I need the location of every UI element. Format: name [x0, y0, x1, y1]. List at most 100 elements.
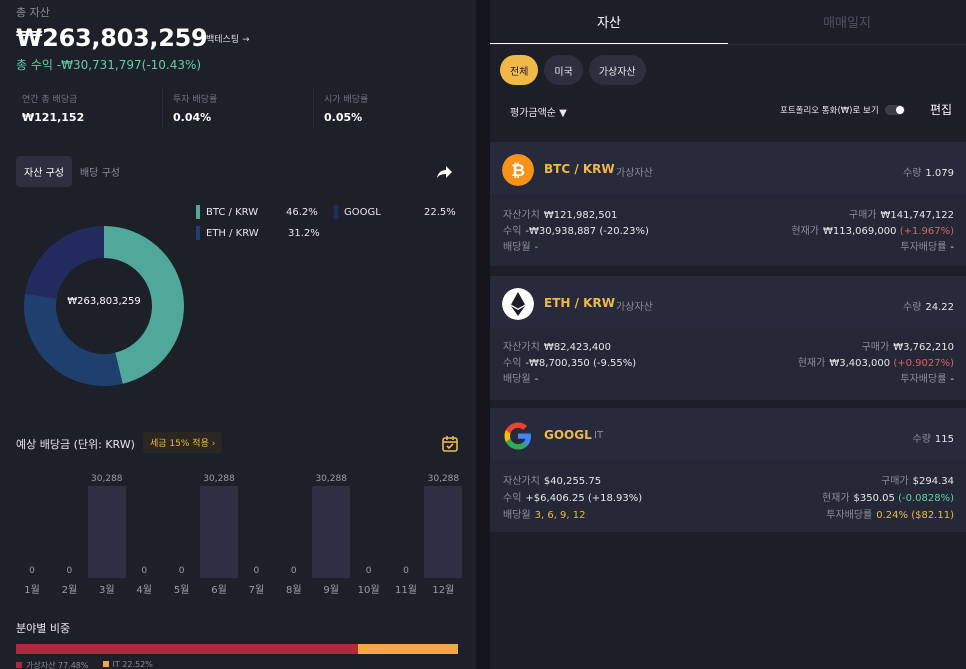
buy-price-value: ₩3,762,210: [893, 342, 954, 353]
asset-value: ₩121,982,501: [543, 210, 618, 221]
donut-slice: [104, 226, 184, 384]
month-label: 1월: [24, 585, 40, 596]
ethereum-icon: [502, 288, 534, 320]
filter-all[interactable]: 전체: [500, 55, 539, 85]
profit-value: +$6,406.25 (+18.93%): [525, 493, 643, 504]
month-bar-column: 0 5월: [163, 468, 201, 596]
tab-dividend-composition[interactable]: 배당 구성: [79, 168, 120, 179]
legend-pct: 46.2%: [286, 207, 318, 218]
asset-filters: 전체 미국 가상자산: [500, 55, 646, 85]
current-price-change: (+1.967%): [899, 226, 954, 237]
legend-label: BTC / KRW: [206, 206, 259, 218]
dividend-yield-row: 투자배당률 0.24% ($82.11): [826, 506, 954, 521]
current-price-label: 현재가: [797, 358, 826, 369]
legend-pct: 22.5%: [424, 207, 456, 218]
dividend-month-label: 배당월: [503, 374, 531, 385]
buy-price-value: ₩141,747,122: [880, 210, 954, 221]
dividend-bar: [87, 486, 126, 578]
total-assets-value: ₩263,803,259: [16, 24, 208, 52]
calendar-icon[interactable]: [440, 434, 460, 454]
month-bar-column: 0 11월: [387, 468, 425, 596]
stat-value: ₩121,152: [22, 111, 85, 124]
svg-text:₿: ₿: [511, 161, 525, 181]
dividend-month-label: 배당월: [503, 242, 531, 253]
filter-crypto[interactable]: 가상자산: [588, 55, 646, 85]
asset-value: ₩82,423,400: [543, 342, 611, 353]
month-label: 5월: [173, 585, 190, 596]
tab-assets[interactable]: 자산: [490, 0, 728, 44]
holdings-tabs: 자산 매매일지: [490, 0, 966, 44]
sector-segment: [358, 644, 458, 654]
stat-label: 투자 배당률: [173, 95, 218, 105]
dividend-yield-value: 0.24% ($82.11): [876, 510, 954, 521]
composition-tabs: 자산 구성 배당 구성: [16, 156, 128, 187]
asset-quantity: 수량 24.22: [903, 298, 954, 313]
month-bar-column: 30,288 6월: [200, 468, 238, 596]
month-label: 11월: [395, 585, 417, 596]
asset-category: 가상자산: [616, 168, 653, 179]
asset-value-label: 자산가치: [503, 210, 540, 221]
month-bar-column: 0 1월: [13, 468, 51, 596]
month-label: 6월: [211, 585, 227, 596]
month-bar-column: 0 4월: [125, 468, 163, 596]
card-header: [490, 142, 966, 194]
legend-label: GOOGL: [344, 206, 381, 218]
asset-value-row: 자산가치 ₩121,982,501: [503, 206, 617, 221]
dividend-yield-label: 투자배당률: [826, 510, 873, 521]
dividend-month-row: 배당월 -: [503, 238, 538, 253]
month-label: 9월: [323, 585, 339, 596]
stat-investment-yield: 투자 배당률 0.04%: [162, 88, 313, 128]
month-label: 2월: [61, 585, 78, 596]
portfolio-currency-toggle[interactable]: 포트폴리오 통화(₩)로 보기: [780, 104, 905, 116]
sort-dropdown[interactable]: 평가금액순 ▼: [510, 108, 567, 119]
backtest-link[interactable]: 백테스팅 →: [206, 35, 250, 45]
tab-asset-composition[interactable]: 자산 구성: [16, 156, 72, 187]
dividend-month-value: -: [534, 242, 539, 253]
current-price-change: (+0.9027%): [893, 358, 954, 369]
month-label: 3월: [99, 585, 115, 596]
tax-applied-badge[interactable]: 세금 15% 적용 ›: [143, 432, 223, 453]
bar-value-label: 30,288: [315, 474, 347, 484]
qty-value: 115: [934, 434, 954, 445]
dividend-yield-value: -: [950, 242, 954, 253]
qty-label: 수량: [902, 168, 922, 179]
stat-market-yield: 시가 배당률 0.05%: [313, 88, 464, 128]
sector-legend-label: IT 22.52%: [112, 660, 153, 669]
month-bar-column: 0 2월: [50, 468, 88, 596]
bar-value-label: 0: [29, 566, 35, 576]
dividend-yield-row: 투자배당률 -: [900, 370, 954, 385]
donut-slice: [24, 293, 123, 386]
month-label: 8월: [286, 585, 302, 596]
legend-item-eth: ETH / KRW: [196, 226, 259, 240]
card-header: [490, 276, 966, 328]
qty-label: 수량: [912, 434, 931, 445]
edit-button[interactable]: 편집: [930, 103, 953, 117]
bar-value-label: 30,288: [427, 474, 460, 484]
asset-category: IT: [594, 430, 604, 441]
qty-value: 24.22: [925, 302, 954, 313]
donut-center-total: ₩263,803,259: [67, 296, 141, 307]
filter-us[interactable]: 미국: [544, 55, 583, 85]
holding-card-eth[interactable]: ETH / KRW 가상자산 수량 24.22 자산가치 ₩82,423,400 수…: [490, 276, 966, 400]
legend-swatch: [334, 205, 338, 219]
card-header: [490, 408, 966, 460]
month-label: 12월: [432, 585, 455, 596]
holding-card-btc[interactable]: ₿ BTC / KRW 가상자산 수량 1.079 자산가치 ₩121,982,50…: [490, 142, 966, 266]
legend-swatch: [196, 205, 200, 219]
buy-price-row: 구매가 $294.34: [881, 472, 954, 487]
holding-card-googl[interactable]: GOOGL IT 수량 115 자산가치 $40,255.75 수익 +$6,406.…: [490, 408, 966, 532]
buy-price-label: 구매가: [848, 210, 877, 221]
month-bar-column: 30,288 3월: [87, 468, 126, 596]
tab-trade-journal[interactable]: 매매일지: [823, 16, 871, 31]
sector-legend: 가상자산 77.48% IT 22.52%: [16, 660, 153, 669]
current-price-value: ₩113,069,000: [822, 226, 897, 237]
dividend-bar: [312, 486, 351, 578]
sector-legend-item: 가상자산 77.48%: [16, 660, 89, 669]
month-bar-column: 30,288 9월: [312, 468, 351, 596]
monthly-dividend-chart: 0 1월 0 2월 30,288 3월 0 4월 0 5월 30,288 6월 0 7월 0 8월 30,288…: [12, 468, 464, 596]
stat-label: 연간 총 배당금: [22, 95, 78, 105]
share-icon[interactable]: [434, 162, 454, 182]
current-price-label: 현재가: [791, 226, 819, 237]
toggle-switch[interactable]: [884, 105, 905, 115]
bar-value-label: 30,288: [203, 474, 235, 484]
